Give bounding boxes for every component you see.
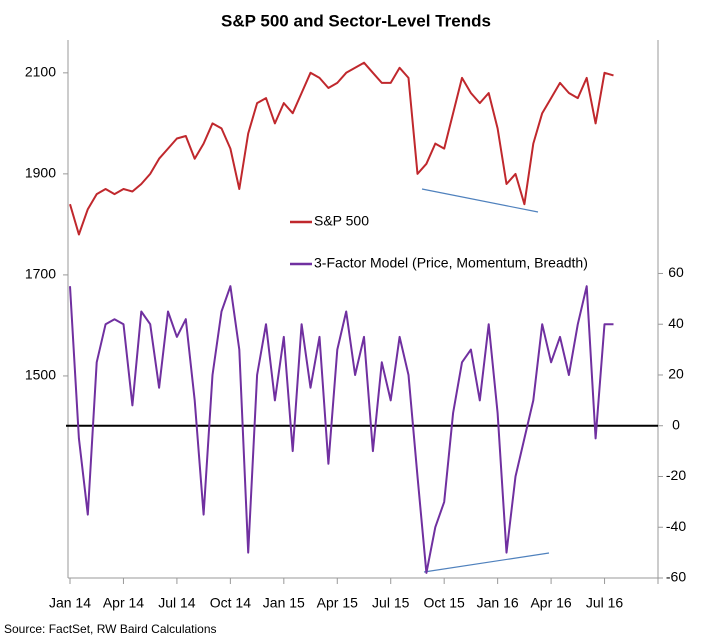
source-note: Source: FactSet, RW Baird Calculations [4,622,217,636]
y2-tick-label: 0 [672,416,680,432]
x-tick-label: Jan 16 [477,595,519,611]
x-tick-label: Jul 15 [372,595,410,611]
series-line [69,285,614,574]
y2-tick-label: 60 [668,264,684,280]
y-tick-label: 2100 [25,64,56,80]
y2-tick-label: -60 [666,569,686,585]
legend-label: 3-Factor Model (Price, Momentum, Breadth… [314,255,588,271]
x-tick-label: Jul 16 [586,595,624,611]
x-tick-label: Apr 15 [317,595,358,611]
y2-tick-label: -20 [666,467,686,483]
x-tick-label: Jan 14 [49,595,91,611]
x-tick-label: Jan 15 [263,595,305,611]
x-tick-label: Oct 15 [424,595,465,611]
chart-title: S&P 500 and Sector-Level Trends [221,11,491,30]
y2-tick-label: -40 [666,518,686,534]
y-tick-label: 1500 [25,367,56,383]
x-tick-label: Oct 14 [210,595,251,611]
y2-tick-label: 40 [668,315,684,331]
y2-tick-label: 20 [668,366,684,382]
x-tick-label: Jul 14 [158,595,196,611]
trend-line [423,552,550,573]
trend-line [421,188,539,213]
y-tick-label: 1700 [25,266,56,282]
x-tick-label: Apr 14 [103,595,144,611]
series-line [69,61,614,236]
legend-label: S&P 500 [314,213,369,229]
y-tick-label: 1900 [25,165,56,181]
x-tick-label: Apr 16 [530,595,571,611]
